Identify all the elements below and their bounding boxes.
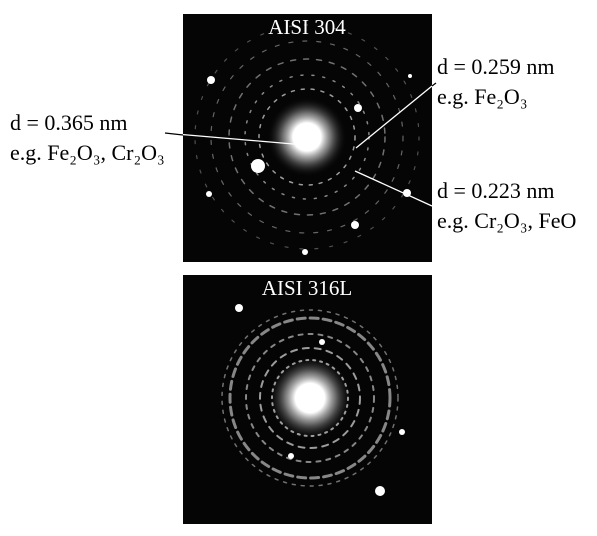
d-spacing: d = 0.365 nm [10,110,128,135]
figure: AISI 304 AISI 316L d = 0.365 nm e.g. Fe₂… [0,0,597,536]
panel-title: AISI 316L [262,276,352,300]
phase-example: e.g. Fe₂O₃, Cr₂O₃ [10,140,165,165]
panel-title: AISI 304 [268,15,346,39]
phase-example: e.g. Cr₂O₃, FeO [437,208,576,233]
d-spacing: d = 0.223 nm [437,178,555,203]
phase-example: e.g. Fe₂O₃ [437,84,528,109]
diffraction-pattern [183,275,432,524]
d-spacing: d = 0.259 nm [437,54,555,79]
